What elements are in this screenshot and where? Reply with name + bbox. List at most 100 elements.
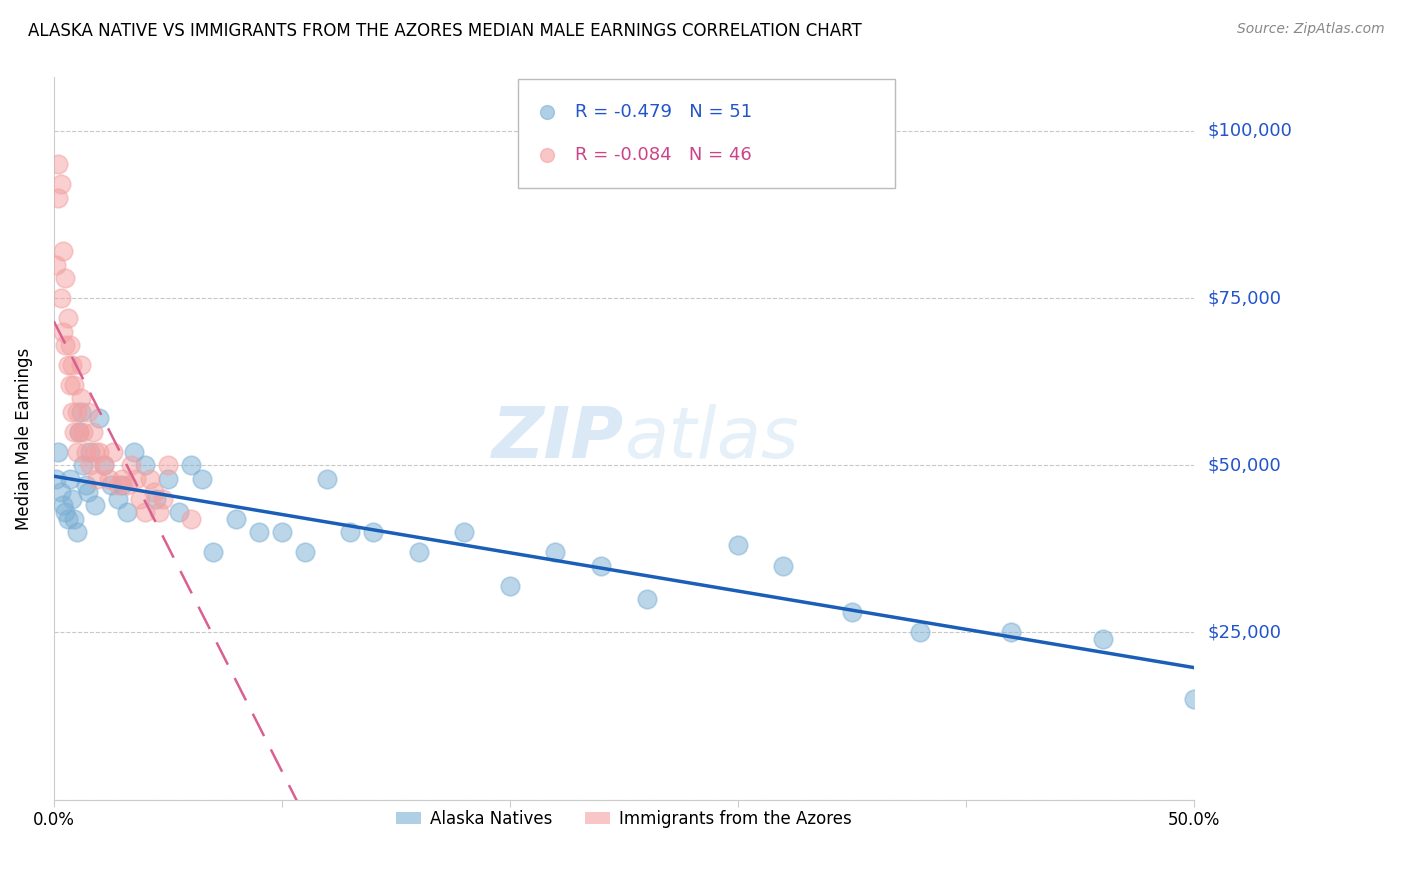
Point [180,458,202,473]
Point [83,445,105,459]
Point [772,558,794,573]
Point [52,325,75,339]
Point [66,405,89,419]
Point [56,311,79,326]
Point [191,472,214,486]
Point [77,405,100,419]
Point [111,472,134,486]
Point [89,445,111,459]
Point [107,478,129,492]
Point [294,545,316,559]
Point [636,591,658,606]
Point [49,291,72,305]
Point [122,445,145,459]
Point [97,472,120,486]
Point [79,458,101,473]
Point [316,472,339,486]
Point [143,485,166,500]
Point [101,445,124,459]
Text: ZIP: ZIP [492,404,624,473]
Point [145,491,167,506]
Point [408,545,430,559]
Point [93,458,115,473]
Point [72,425,94,439]
Point [225,512,247,526]
Point [339,525,361,540]
Text: $25,000: $25,000 [1208,624,1282,641]
Point [589,558,612,573]
Point [70,358,93,372]
Point [152,491,174,506]
Point [79,445,101,459]
Point [1091,632,1114,646]
Text: $100,000: $100,000 [1208,122,1292,140]
Text: $50,000: $50,000 [1208,456,1281,475]
Point [129,491,152,506]
Point [70,405,93,419]
Point [115,478,138,492]
Text: R = -0.084   N = 46: R = -0.084 N = 46 [575,146,752,164]
Point [52,499,75,513]
Point [93,458,115,473]
Point [49,485,72,500]
Point [115,505,138,519]
Point [75,445,97,459]
Point [53,271,76,285]
Point [134,458,156,473]
Text: atlas: atlas [624,404,799,473]
Point [156,472,179,486]
Point [66,525,89,540]
Point [138,472,160,486]
Text: Source: ZipAtlas.com: Source: ZipAtlas.com [1237,22,1385,37]
Point [180,512,202,526]
Point [727,538,749,552]
Point [48,445,70,459]
Point [60,491,83,506]
Point [841,605,863,619]
Point [60,405,83,419]
Point [63,425,86,439]
Point [72,458,94,473]
Point [270,525,292,540]
Y-axis label: Median Male Earnings: Median Male Earnings [15,347,32,530]
Text: ALASKA NATIVE VS IMMIGRANTS FROM THE AZORES MEDIAN MALE EARNINGS CORRELATION CHA: ALASKA NATIVE VS IMMIGRANTS FROM THE AZO… [28,22,862,40]
Point [120,458,142,473]
Point [53,505,76,519]
Point [908,625,931,640]
Point [247,525,270,540]
Point [45,258,67,272]
Point [48,157,70,171]
Legend: Alaska Natives, Immigrants from the Azores: Alaska Natives, Immigrants from the Azor… [389,803,858,835]
Point [83,499,105,513]
Point [453,525,475,540]
Point [1182,692,1205,706]
Point [63,378,86,392]
Point [45,472,67,486]
Point [48,191,70,205]
Point [53,338,76,352]
Point [56,358,79,372]
Point [499,578,522,592]
FancyBboxPatch shape [517,78,896,188]
Point [100,478,122,492]
Point [52,244,75,259]
Point [125,472,148,486]
Point [544,545,567,559]
Point [70,392,93,406]
Point [107,491,129,506]
Point [63,512,86,526]
Point [66,445,89,459]
Point [59,378,82,392]
Point [86,472,108,486]
Point [156,458,179,473]
Point [111,478,134,492]
Point [49,178,72,192]
Point [89,411,111,425]
Point [361,525,384,540]
Text: R = -0.479   N = 51: R = -0.479 N = 51 [575,103,752,121]
Point [59,472,82,486]
Point [1000,625,1022,640]
Point [82,425,104,439]
Point [60,358,83,372]
Point [134,505,156,519]
